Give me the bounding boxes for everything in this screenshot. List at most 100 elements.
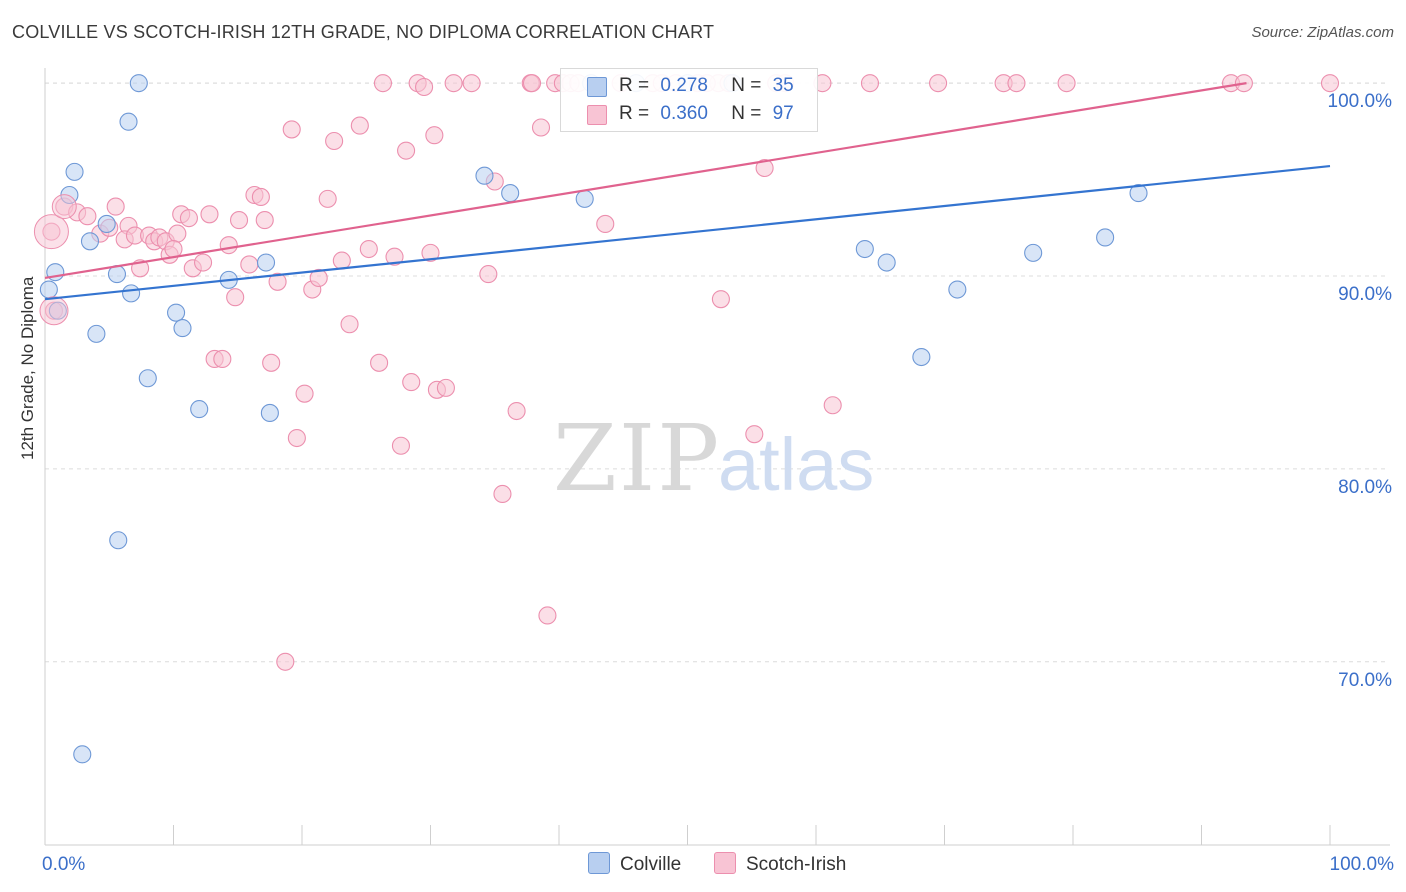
colville-point — [948, 280, 967, 299]
colville-point — [173, 319, 192, 338]
scotch-irish-point — [168, 224, 187, 243]
scotch-irish-point — [194, 253, 213, 272]
scotch-irish-point — [462, 74, 481, 93]
watermark: ZIP atlas — [553, 405, 874, 512]
scotch-irish-point — [507, 401, 526, 421]
scotch-irish-point — [106, 197, 125, 216]
scotch-irish-point — [287, 428, 306, 448]
chart-title: COLVILLE VS SCOTCH-IRISH 12TH GRADE, NO … — [12, 22, 715, 42]
scotch-irish-point — [309, 268, 328, 287]
scotch-irish-legend-label: Scotch-Irish — [746, 854, 847, 875]
colville-point — [129, 74, 148, 93]
scotch-irish-point — [755, 158, 774, 178]
scotch-irish-point — [164, 239, 183, 259]
colville-point — [138, 369, 157, 388]
scotch-irish-point — [385, 247, 404, 266]
scotch-irish-point — [479, 265, 498, 284]
y-axis-label: 12th Grade, No Diploma — [18, 276, 37, 460]
watermark-atlas: atlas — [718, 423, 874, 506]
colville-point — [87, 324, 106, 343]
scotch-irish-point — [1007, 74, 1026, 93]
scotch-irish-point — [823, 396, 842, 415]
scotch-irish-point — [522, 74, 542, 93]
colville-point — [912, 347, 931, 367]
scotch-irish-point — [415, 77, 434, 97]
x-tick-label-min: 0.0% — [42, 854, 85, 875]
correlation-legend: R = 0.278 N = 35 R = 0.360 N = 97 — [560, 68, 818, 132]
scotch-irish-point — [350, 116, 369, 135]
colville-point — [877, 253, 896, 272]
scotch-irish-trend-line — [44, 82, 1247, 280]
scotch-irish-point — [421, 243, 440, 262]
colville-point — [475, 166, 494, 185]
scotch-irish-swatch — [587, 105, 607, 125]
scotch-irish-point — [340, 315, 359, 334]
colville-legend-label: Colville — [620, 854, 682, 875]
colville-point — [1096, 228, 1115, 247]
colville-point — [501, 184, 520, 203]
scotch-irish-point — [200, 205, 219, 224]
colville-swatch — [587, 77, 607, 97]
colville-point — [256, 253, 276, 272]
scotch-irish-point — [493, 484, 512, 504]
scotch-irish-point — [370, 353, 389, 372]
scotch-irish-point — [436, 378, 455, 397]
scotch-irish-point — [596, 214, 615, 233]
colville-point — [122, 284, 141, 303]
scotch-irish-point — [711, 290, 730, 309]
colville-point — [73, 745, 92, 764]
colville-point — [80, 232, 100, 251]
scotch-irish-point — [318, 189, 337, 208]
colville-point — [119, 112, 138, 131]
scotch-irish-point — [251, 187, 270, 206]
scotch-irish-n-value: 97 — [772, 103, 794, 124]
source-credit: Source: ZipAtlas.com — [1251, 24, 1394, 41]
y-tick-label: 90.0% — [1338, 284, 1392, 305]
scotch-irish-point — [240, 255, 259, 274]
y-tick-label: 80.0% — [1338, 477, 1392, 498]
scotch-irish-point — [391, 436, 410, 455]
watermark-zip: ZIP — [553, 405, 721, 512]
colville-legend-swatch — [588, 852, 610, 874]
tick-labels: 100.0% 90.0% 80.0% 70.0% 0.0% 100.0% — [42, 91, 1394, 875]
n-label: N = — [731, 103, 762, 124]
colville-r-value: 0.278 — [660, 75, 708, 96]
scotch-irish-point — [255, 211, 274, 230]
scotch-irish-point — [444, 74, 463, 93]
scotch-irish-point — [262, 353, 281, 372]
scotch-irish-r-value: 0.360 — [660, 103, 708, 124]
colville-n-value: 35 — [772, 75, 794, 96]
scotch-irish-point — [538, 606, 557, 625]
colville-point — [167, 303, 186, 322]
y-tick-label: 100.0% — [1328, 91, 1393, 112]
scotch-irish-point — [860, 74, 880, 93]
colville-point — [109, 531, 128, 550]
trend-layer — [44, 82, 1331, 301]
scotch-irish-point — [359, 239, 378, 259]
legend-item-colville[interactable]: Colville — [588, 852, 681, 876]
colville-trend-line — [44, 164, 1331, 301]
scotch-irish-point — [295, 384, 314, 403]
scotch-irish-point — [268, 272, 287, 291]
scotch-irish-point — [213, 349, 232, 369]
scotch-irish-point — [332, 251, 351, 270]
x-tick-label-max: 100.0% — [1330, 854, 1395, 875]
colville-point — [65, 162, 84, 181]
scotch-irish-point — [276, 652, 295, 671]
scotch-irish-point — [929, 74, 948, 93]
scotch-irish-point — [531, 118, 551, 137]
scotch-irish-point — [397, 141, 416, 160]
colville-point — [575, 189, 594, 208]
scotch-irish-point-large — [51, 194, 77, 220]
r-label: R = — [619, 103, 650, 124]
y-tick-label: 70.0% — [1338, 670, 1392, 691]
r-label: R = — [619, 75, 650, 96]
colville-point — [97, 214, 116, 233]
colville-point — [190, 400, 209, 419]
scotch-irish-point-large — [39, 296, 69, 326]
colville-point — [39, 280, 58, 299]
legend-item-scotch-irish[interactable]: Scotch-Irish — [714, 852, 846, 876]
scotch-irish-point — [179, 209, 198, 228]
colville-point — [855, 239, 874, 259]
